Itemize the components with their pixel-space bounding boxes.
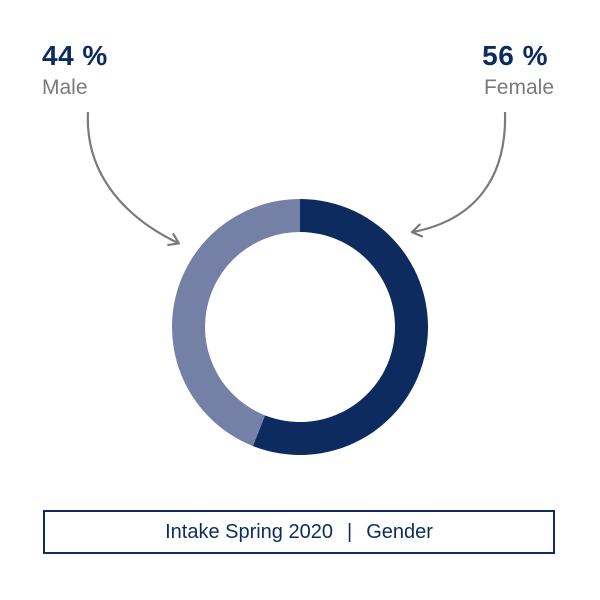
slice-male <box>171 199 300 447</box>
slice-female <box>252 199 429 455</box>
caption-subtitle: Gender <box>366 520 433 543</box>
male-arrow <box>86 111 178 243</box>
male-label: Male <box>42 76 88 99</box>
chart-caption: Intake Spring 2020 | Gender <box>43 510 555 554</box>
female-arrow <box>413 111 507 232</box>
caption-separator: | <box>346 520 353 543</box>
donut-slices <box>171 199 429 455</box>
caption-title: Intake Spring 2020 <box>165 520 333 543</box>
female-label: Female <box>483 76 554 99</box>
female-percentage: 56 % <box>482 40 548 71</box>
male-percentage: 44 % <box>42 40 108 71</box>
